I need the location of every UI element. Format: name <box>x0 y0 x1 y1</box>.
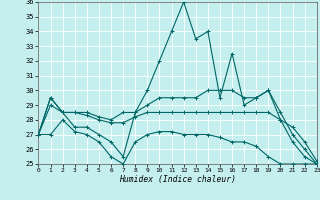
X-axis label: Humidex (Indice chaleur): Humidex (Indice chaleur) <box>119 175 236 184</box>
